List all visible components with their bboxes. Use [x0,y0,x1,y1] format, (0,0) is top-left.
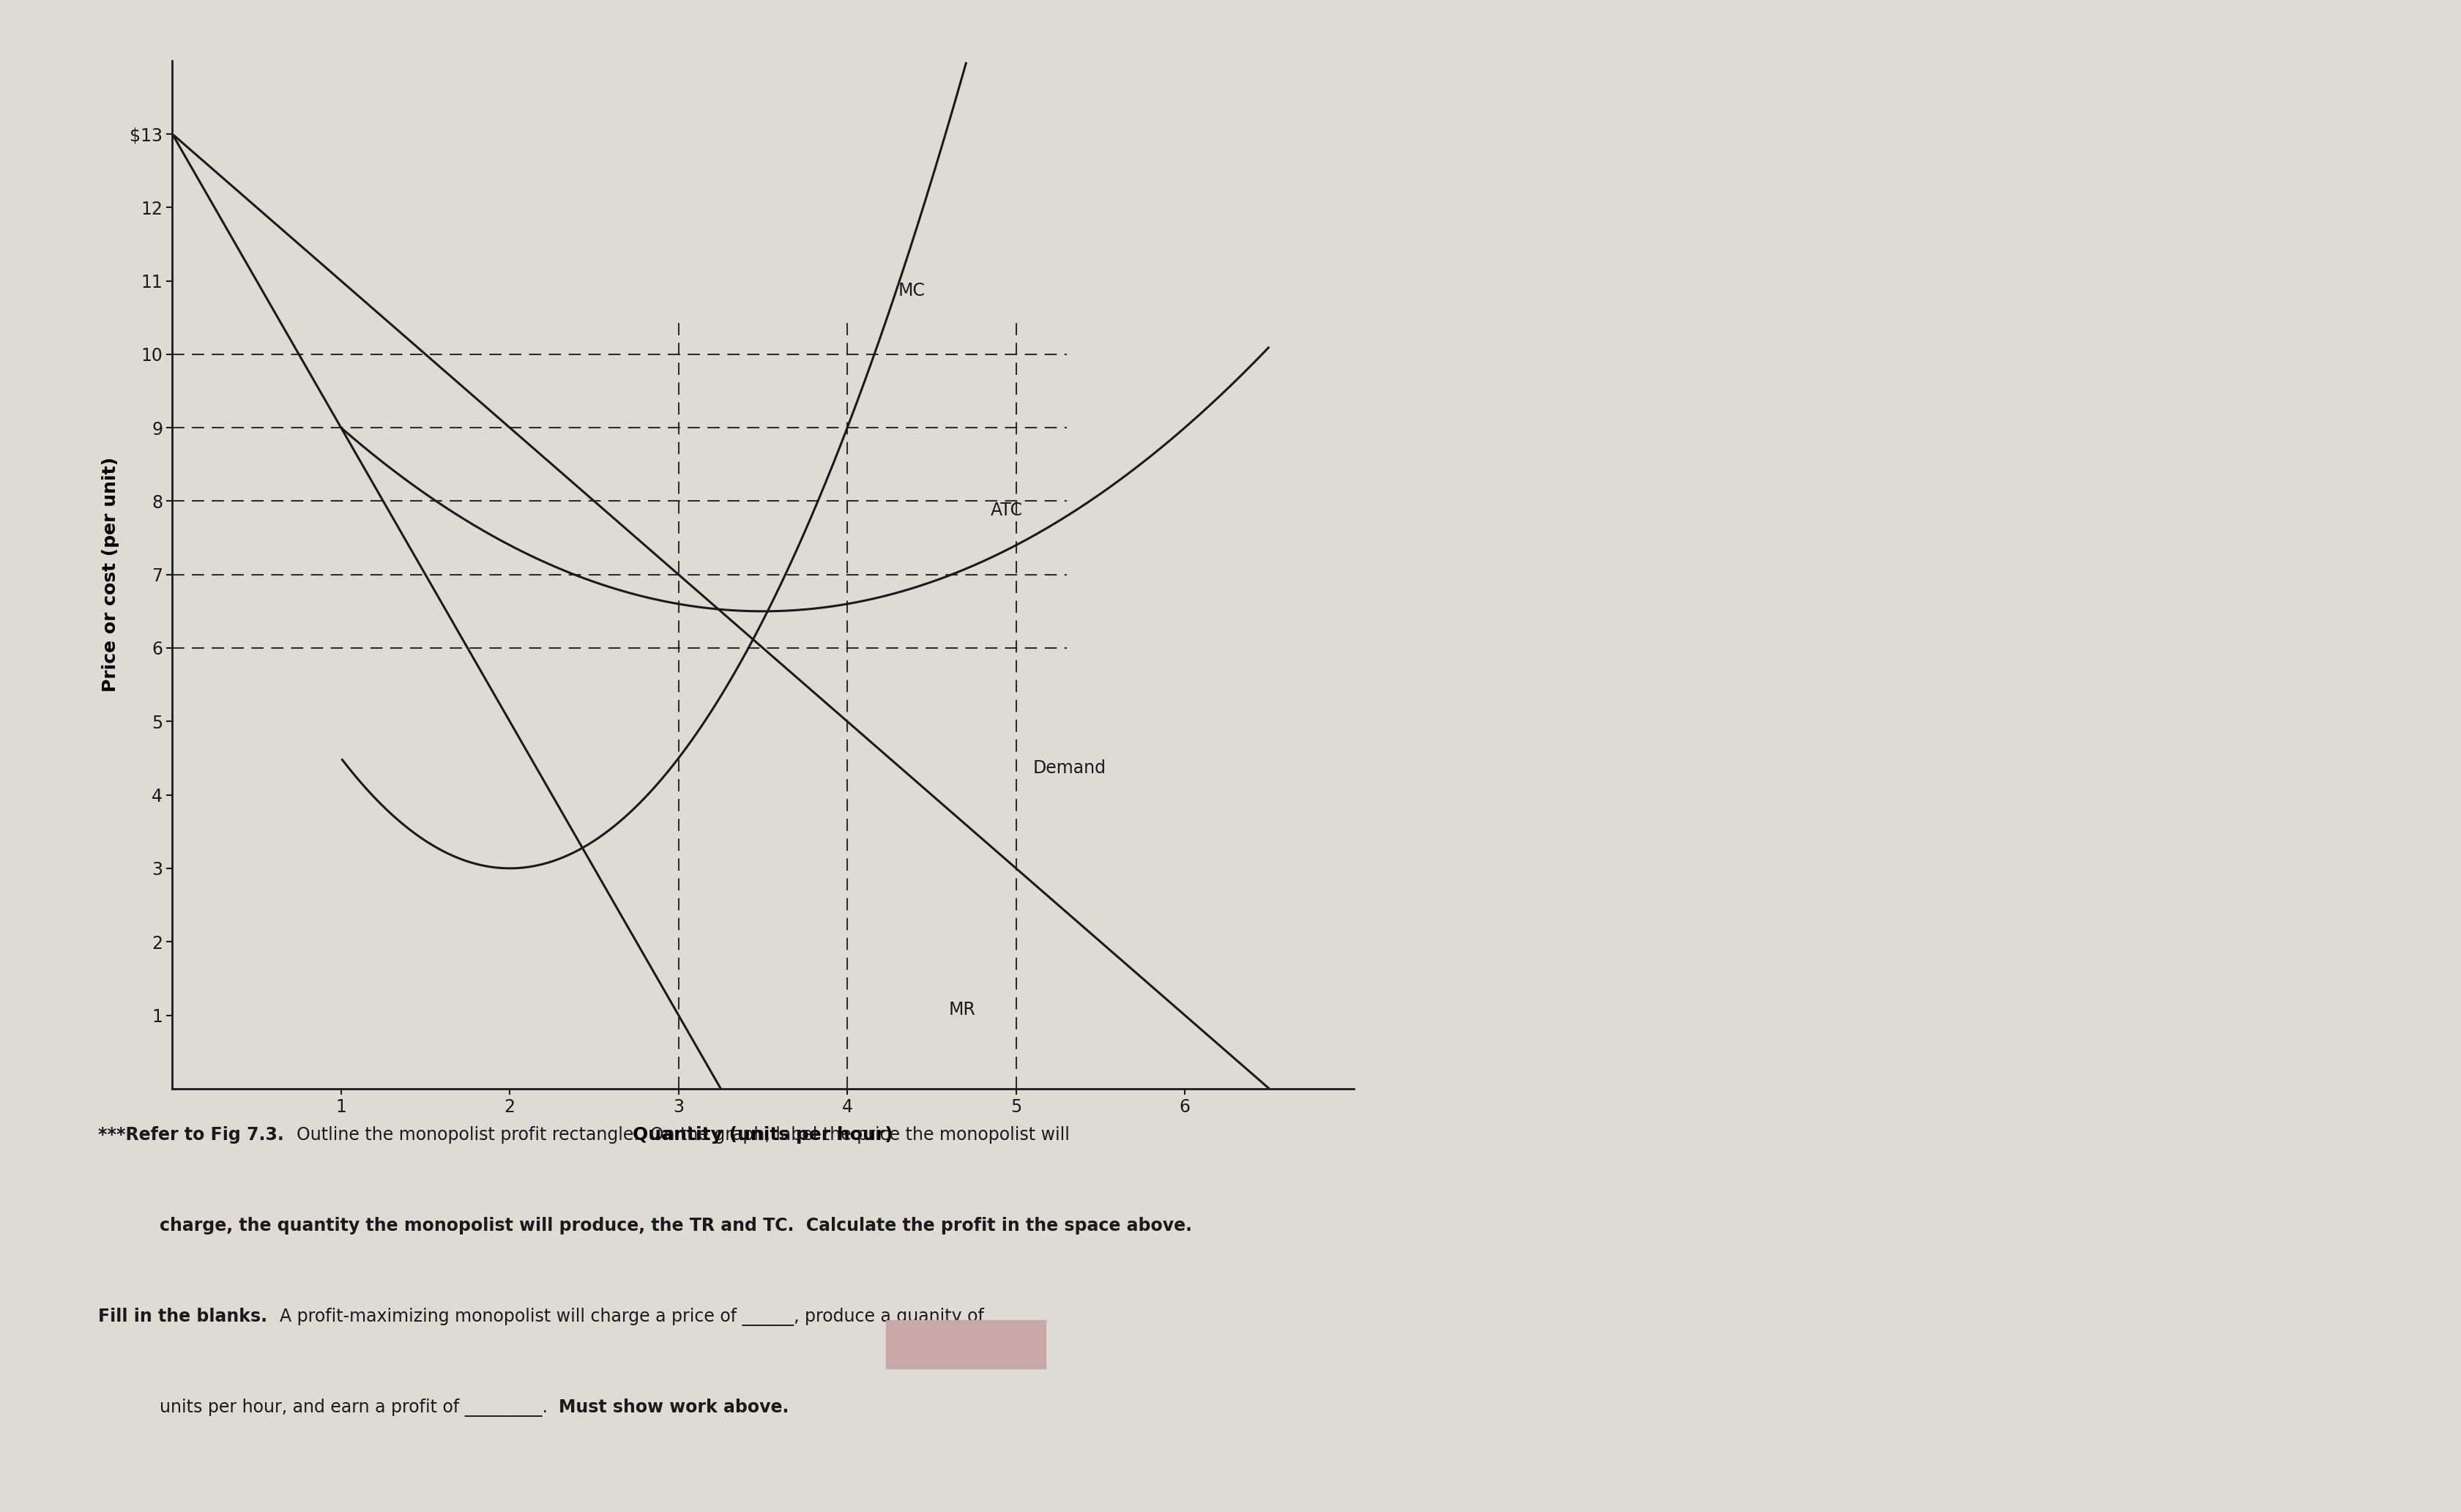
Text: units per hour, and earn a profit of _________.: units per hour, and earn a profit of ___… [160,1399,559,1417]
Text: MR: MR [947,1001,975,1019]
Text: ***Refer to Fig 7.3.: ***Refer to Fig 7.3. [98,1126,295,1145]
Text: Must show work above.: Must show work above. [559,1399,790,1417]
Text: Demand: Demand [1034,759,1105,777]
Text: MC: MC [898,281,925,299]
Text: ATC: ATC [992,502,1024,520]
Text: A profit-maximizing monopolist will charge a price of ______, produce a quanity : A profit-maximizing monopolist will char… [281,1308,1041,1326]
Text: Outline the monopolist profit rectangle.  On the graph, label the price the mono: Outline the monopolist profit rectangle.… [295,1126,1071,1145]
Text: charge, the quantity the monopolist will produce, the TR and TC.  Calculate the : charge, the quantity the monopolist will… [160,1217,1194,1235]
Y-axis label: Price or cost (per unit): Price or cost (per unit) [101,457,121,692]
Text: Fill in the blanks.: Fill in the blanks. [98,1308,281,1326]
X-axis label: Quantity (units per hour): Quantity (units per hour) [632,1126,893,1143]
